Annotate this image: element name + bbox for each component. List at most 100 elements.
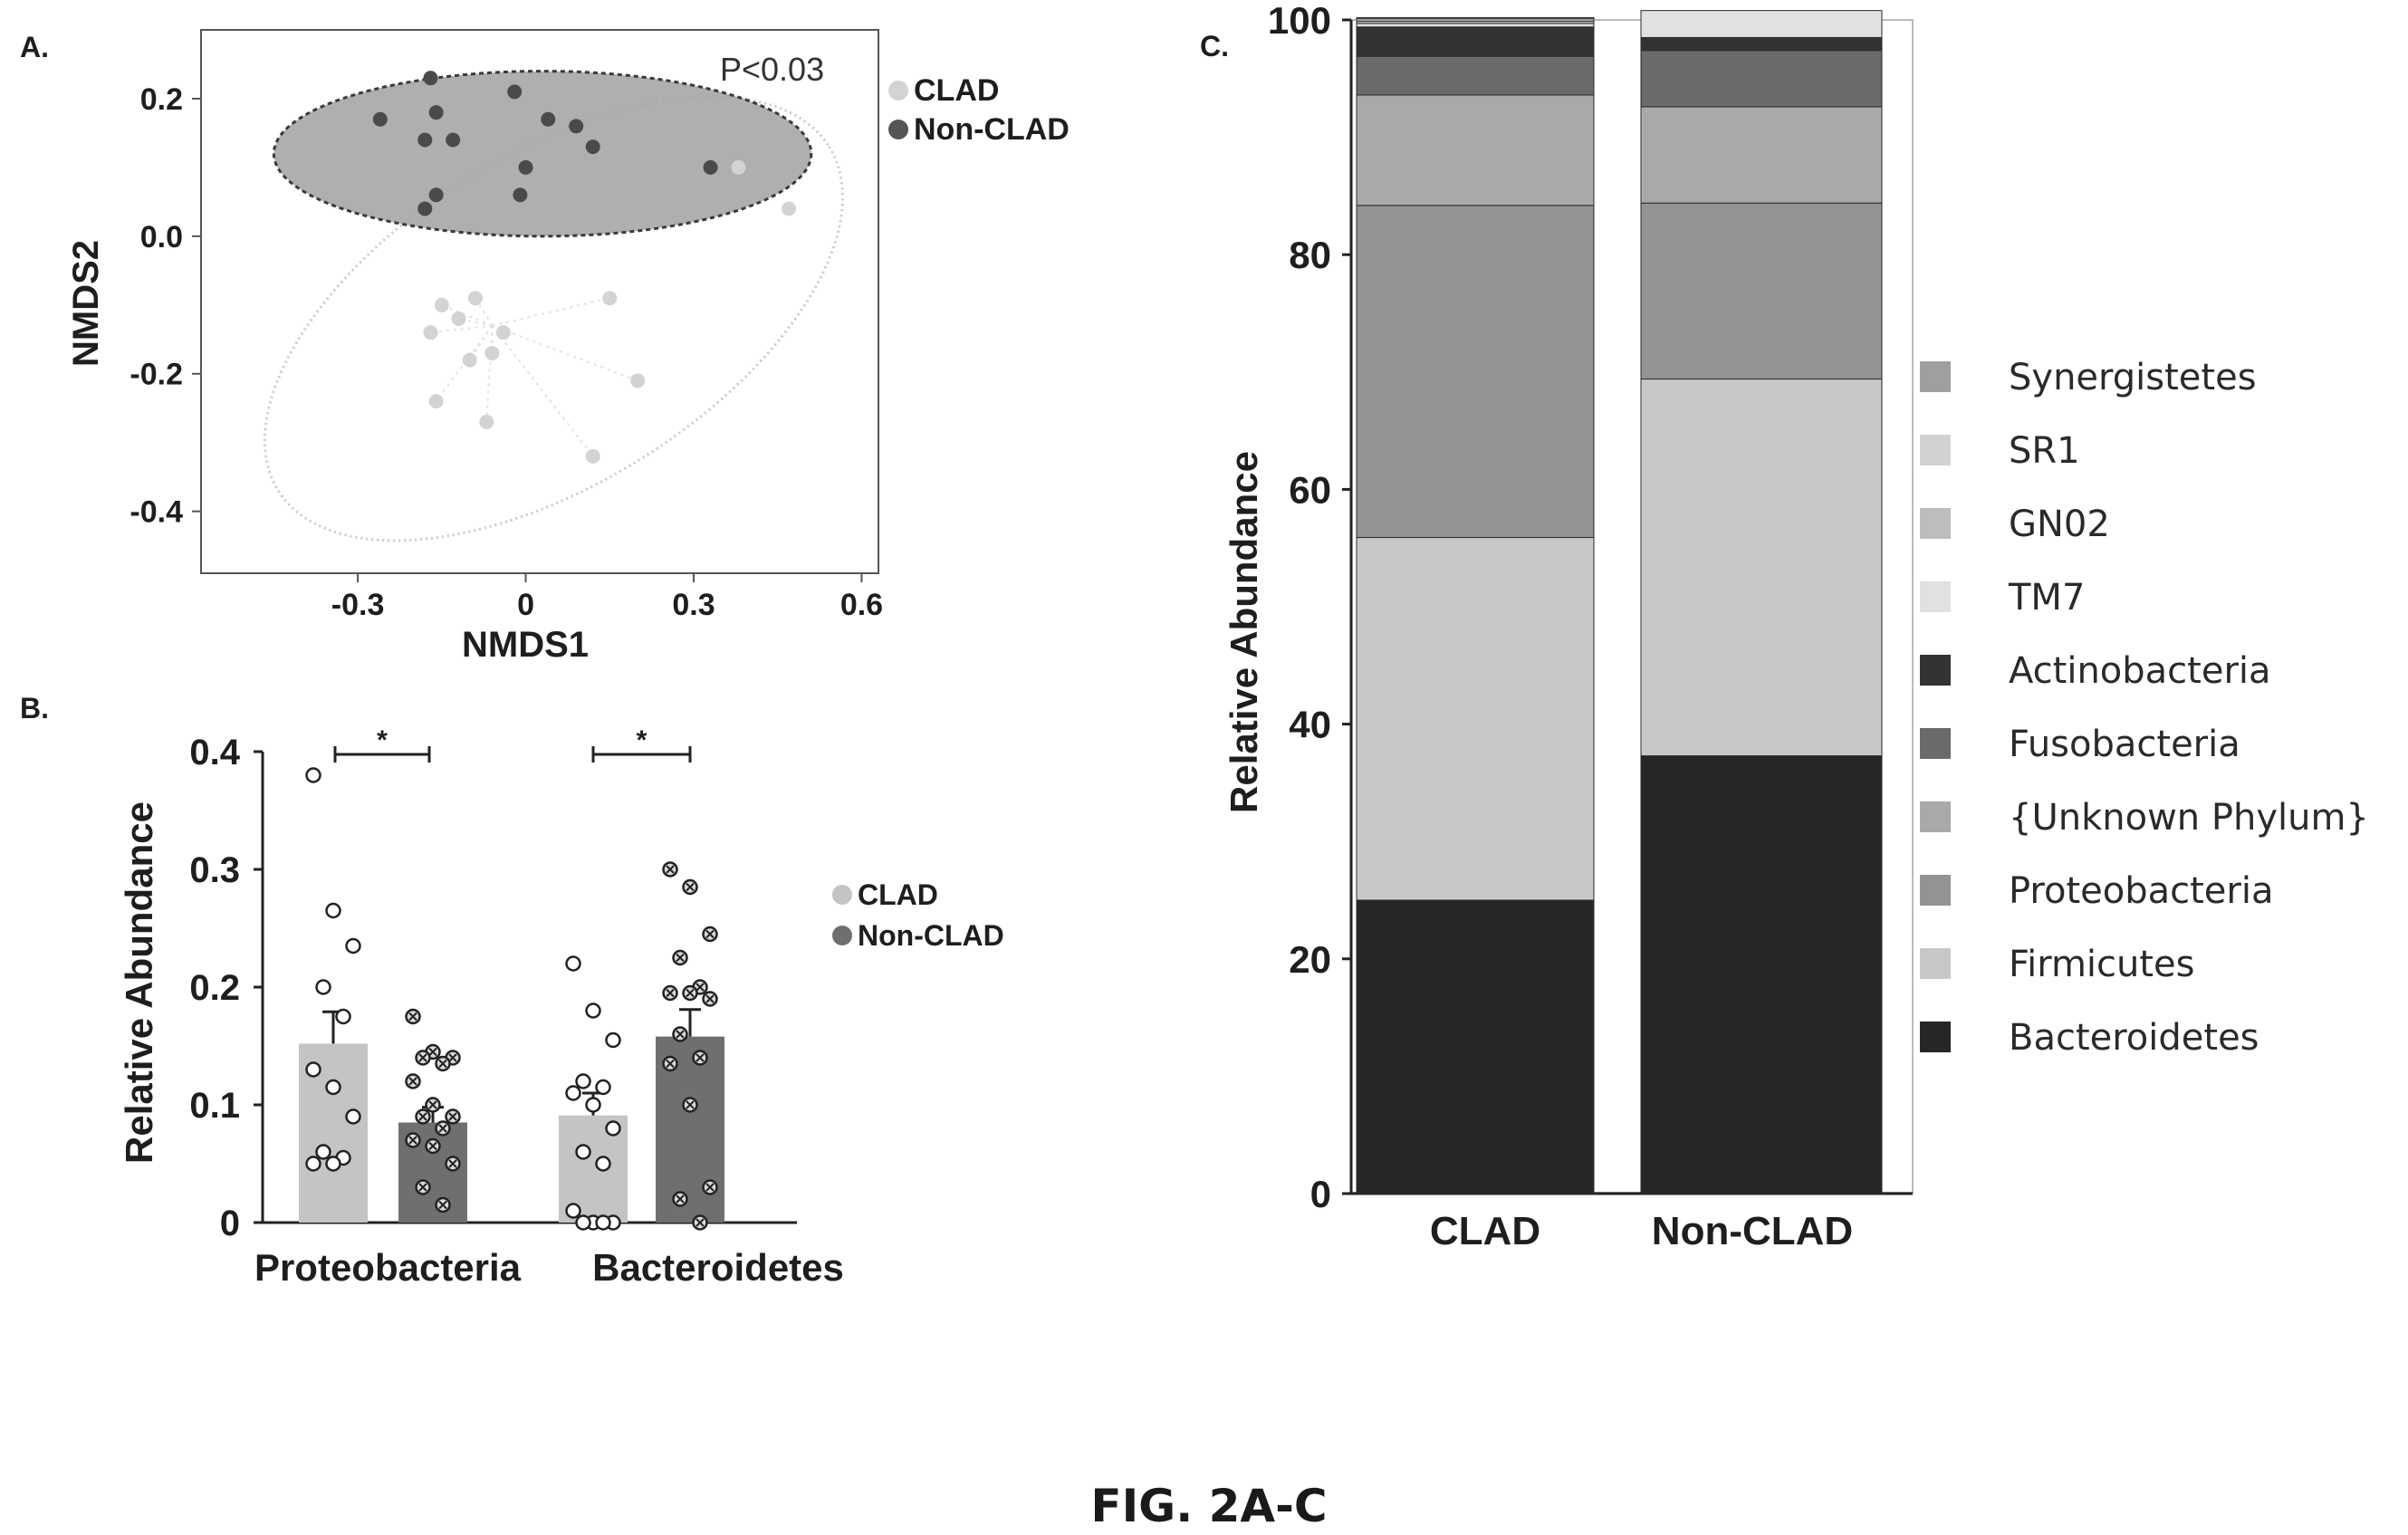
x-tick-label: 0.6 [840, 588, 883, 622]
y-tick-label: 0.1 [189, 1086, 240, 1126]
non-clad-point-cross [428, 1141, 437, 1151]
legend-label: {Unknown Phylum} [2009, 797, 2369, 839]
non-clad-data-point [405, 1132, 421, 1148]
stack-segment-firmicutes [1640, 379, 1883, 757]
legend-label: Synergistetes [2009, 357, 2257, 398]
clad-data-point [325, 1156, 341, 1172]
clad-data-point [565, 1203, 581, 1219]
non-clad-point [372, 111, 388, 127]
panel-a-legend: CLAD Non-CLAD [888, 73, 1070, 147]
non-clad-point [518, 159, 533, 175]
non-clad-point-cross [448, 1159, 457, 1168]
clad-point [462, 352, 477, 368]
panel-a-plot-frame [200, 29, 879, 574]
stack-segment-bacteroidetes [1356, 899, 1595, 1194]
panel-a-label: A. [20, 31, 49, 63]
y-tick-label: 80 [1289, 234, 1331, 276]
panel-a-points [372, 71, 797, 464]
clad-point [467, 291, 483, 306]
clad-data-point [575, 1214, 591, 1231]
non-clad-point-cross [428, 1100, 437, 1109]
panel-a-y-axis-label: NMDS2 [66, 240, 106, 367]
y-tick-label: 60 [1289, 468, 1331, 511]
non-clad-point-cross [408, 1136, 417, 1145]
non-clad-data-point [662, 861, 678, 878]
clad-point [479, 414, 494, 429]
legend-label: TM7 [2008, 577, 2085, 619]
clad-spoke [441, 303, 493, 327]
legend-label: Bacteroidetes [2009, 1017, 2259, 1059]
panel-c-label: C. [1200, 30, 1229, 62]
stack-segment-actinobacteria [1356, 26, 1595, 57]
clad-data-point [575, 1144, 591, 1160]
stack-segment-fusobacteria [1356, 55, 1595, 96]
non-clad-data-point [425, 1137, 441, 1155]
non-clad-point-cross [428, 1047, 437, 1057]
non-clad-point-cross [666, 988, 675, 998]
non-clad-point-cross [686, 882, 695, 892]
clad-ellipse [263, 95, 844, 542]
legend-swatch [1920, 508, 1951, 539]
non-clad-point-cross [438, 1200, 447, 1210]
clad-spoke [485, 325, 494, 422]
legend-label: GN02 [2009, 504, 2110, 545]
non-clad-data-point [702, 1179, 718, 1195]
panel-b-y-ticks: 0 0.1 0.2 0.3 0.4 [189, 733, 263, 1243]
non-clad-point [541, 111, 556, 127]
legend-swatch [1920, 435, 1951, 465]
clad-data-point [315, 1144, 331, 1160]
clad-point [585, 448, 600, 464]
legend-label: Firmicutes [2009, 944, 2195, 985]
non-clad-data-point [405, 1008, 421, 1025]
panel-b-legend: CLAD Non-CLAD [832, 878, 1004, 952]
y-tick-label: -0.2 [130, 358, 183, 392]
non-clad-point-cross [418, 1053, 427, 1062]
stack-segment-unknown-phylum [1356, 94, 1595, 206]
panel-b-points [305, 767, 718, 1231]
clad-point [484, 345, 500, 360]
panel-b-legend-marker-clad [832, 885, 852, 905]
panel-a-ellipses [263, 70, 844, 542]
clad-spoke [435, 324, 494, 402]
clad-data-point [345, 937, 361, 955]
stack-segment-firmicutes [1356, 537, 1595, 901]
clad-point [495, 325, 511, 341]
panel-a-y-ticks: 0.2 0.0 -0.2 -0.4 [130, 82, 201, 530]
panel-a-nmds-plot: A. -0.3 0 0.3 0.6 0.2 0.0 -0.2 -0.4 P<0.03 NMD… [20, 29, 1070, 665]
y-tick-label: 100 [1268, 0, 1331, 42]
stack-segment-actinobacteria [1640, 36, 1883, 52]
stack-segment-unknown-phylum [1640, 106, 1883, 204]
panel-b-label: B. [20, 692, 49, 724]
panel-c-y-axis-label: Relative Abundance [1223, 451, 1265, 813]
clad-data-point [575, 1073, 591, 1089]
panel-a-legend-marker-non-clad [888, 120, 908, 139]
non-clad-point-cross [666, 1059, 675, 1069]
non-clad-data-point [682, 1097, 698, 1113]
clad-data-point [305, 1156, 321, 1172]
non-clad-data-point [702, 926, 718, 943]
non-clad-data-point [702, 991, 718, 1007]
y-tick-label: 0.2 [140, 82, 183, 117]
non-clad-data-point [405, 1073, 421, 1089]
y-tick-label: 0.4 [189, 733, 240, 772]
non-clad-point-cross [676, 1030, 685, 1039]
non-clad-point [703, 159, 718, 175]
non-clad-point-cross [696, 1053, 705, 1062]
clad-point [602, 291, 618, 306]
clad-data-point [305, 1061, 321, 1078]
clad-data-point [315, 979, 331, 995]
non-clad-data-point [672, 1026, 688, 1042]
panel-b-y-axis-label: Relative Abundance [118, 801, 160, 1164]
clad-point [451, 311, 466, 326]
non-clad-point-cross [666, 865, 675, 874]
non-clad-point-cross [418, 1112, 427, 1121]
clad-point [731, 159, 746, 175]
non-clad-point [423, 71, 438, 86]
non-clad-point [507, 84, 523, 100]
clad-data-point [605, 1031, 621, 1049]
non-clad-point-cross [408, 1012, 417, 1022]
clad-spoke [475, 297, 494, 327]
x-tick-label: 0.3 [672, 588, 715, 622]
x-tick-label: -0.3 [331, 588, 385, 622]
stack-segment-proteobacteria [1640, 202, 1883, 380]
